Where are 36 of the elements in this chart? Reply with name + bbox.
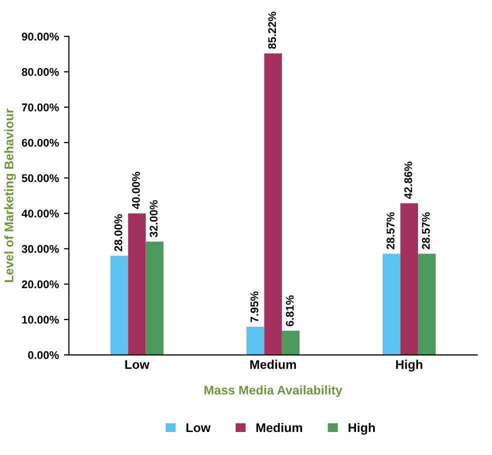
data-label: 7.95%	[250, 291, 258, 322]
x-tick-label: Low	[125, 360, 150, 369]
y-tick-label: 80.00%	[22, 68, 59, 76]
y-tick-label: 70.00%	[22, 103, 59, 112]
x-axis-title: Mass Media Availability	[204, 385, 342, 398]
legend-label: Medium	[256, 422, 302, 432]
x-tick-label: High	[396, 360, 422, 372]
legend-label: Low	[186, 423, 211, 432]
bar	[400, 203, 418, 355]
data-label: 85.22%	[268, 12, 276, 49]
bar	[246, 326, 264, 355]
data-label: 28.00%	[114, 214, 122, 252]
data-label: 40.00%	[132, 172, 140, 210]
bar	[382, 254, 400, 355]
bar	[418, 254, 436, 355]
bar	[128, 213, 146, 355]
data-label: 6.81%	[286, 295, 294, 326]
legend-label: High	[348, 422, 375, 435]
y-tick-label: 40.00%	[22, 210, 59, 218]
y-tick-label: 0.00%	[28, 351, 59, 360]
y-tick-label: 60.00%	[22, 138, 59, 147]
data-label: 28.57%	[422, 212, 430, 250]
y-tick-label: 90.00%	[22, 32, 59, 41]
data-label: 42.86%	[404, 162, 412, 199]
bar	[110, 256, 128, 355]
bar	[264, 53, 282, 355]
data-label: 28.57%	[386, 212, 394, 250]
y-tick-label: 20.00%	[22, 280, 59, 288]
bar	[146, 242, 164, 355]
y-axis-title: Level of Marketing Behaviour	[4, 108, 16, 282]
y-tick-label: 50.00%	[22, 174, 59, 182]
x-tick-label: Medium	[250, 360, 296, 369]
y-tick-label: 10.00%	[22, 316, 59, 324]
y-tick-label: 30.00%	[22, 245, 59, 253]
bar	[282, 330, 300, 355]
data-label: 32.00%	[150, 200, 158, 238]
